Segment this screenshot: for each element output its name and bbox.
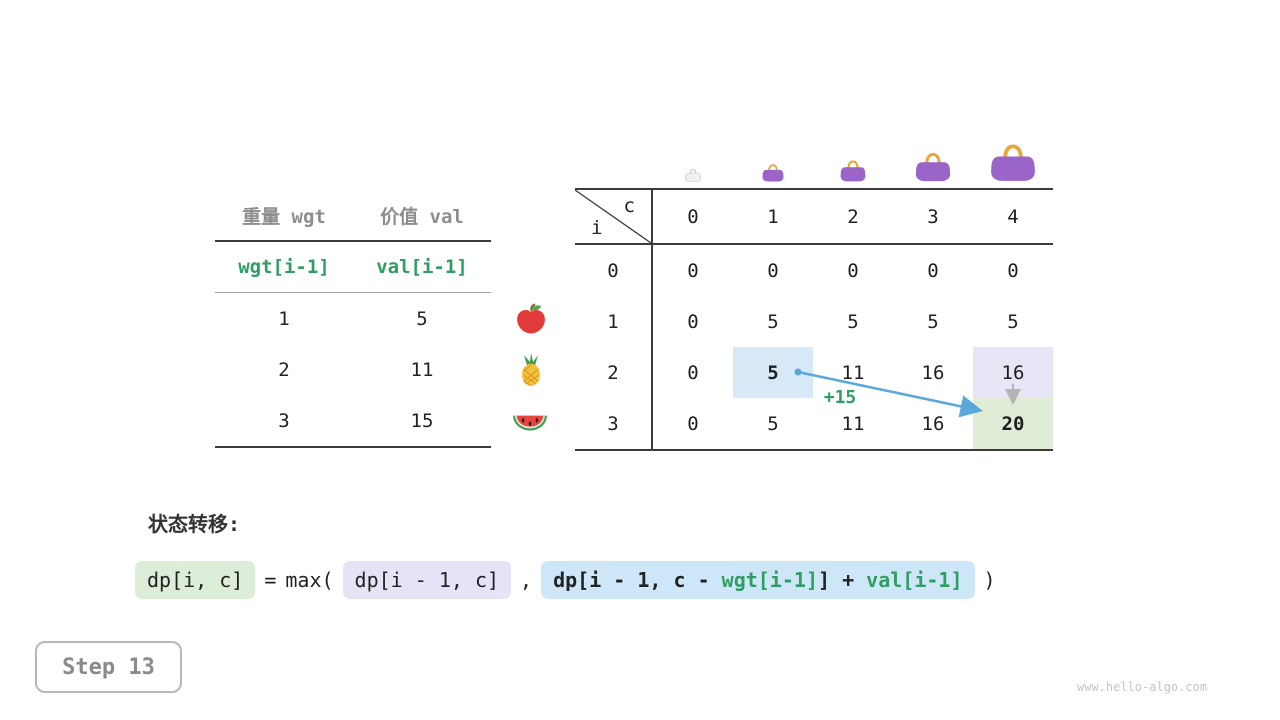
bag-capacity-2-icon (840, 159, 866, 182)
dp-col-header-3: 3 (927, 205, 939, 228)
item-3-weight: 3 (278, 409, 290, 432)
dp-row-header-0: 0 (575, 245, 653, 296)
formula-equals: = (264, 568, 277, 592)
dp-cell-i2-c3: 16 (921, 361, 945, 384)
items-var-wgt: wgt[i-1] (238, 256, 330, 278)
dp-row-i3: 3 0 5 11 16 20 (575, 398, 1053, 449)
apple-icon (514, 302, 548, 336)
item-1-value: 5 (416, 307, 428, 330)
formula-max-open: max( (285, 568, 334, 592)
formula-arg2-wgt: wgt[i-1] (721, 568, 818, 592)
dp-col-header-1: 1 (767, 205, 779, 228)
formula-arg2-val: val[i-1] (866, 568, 963, 592)
item-2-weight: 2 (278, 358, 290, 381)
item-2-value: 11 (410, 358, 434, 381)
dp-cell-i1-c2: 5 (847, 310, 859, 333)
bag-capacity-4-icon (990, 142, 1036, 182)
corner-col-var: c (623, 195, 635, 217)
dp-cell-i1-c1: 5 (767, 310, 779, 333)
items-var-val: val[i-1] (376, 256, 468, 278)
bag-capacity-1-icon (762, 163, 784, 182)
dp-cell-i3-c3: 16 (921, 412, 945, 435)
state-transition-label: 状态转移: (148, 512, 241, 536)
dp-cell-i3-c1: 5 (767, 412, 779, 435)
items-row-1: 1 5 (215, 293, 491, 344)
dp-cell-i0-c2: 0 (847, 259, 859, 282)
dp-cell-i2-c1-source: 5 (733, 347, 813, 398)
formula-arg2: dp[i - 1, c - wgt[i-1]] + val[i-1] (541, 561, 975, 599)
items-table-header-row: 重量 wgt 价值 val (215, 190, 491, 242)
formula-arg2-prefix: dp[i - 1, c - (553, 568, 722, 592)
dp-cell-i2-c4-prev: 16 (973, 347, 1053, 398)
dp-cell-i1-c0: 0 (687, 310, 699, 333)
dp-cell-i3-c0: 0 (687, 412, 699, 435)
transition-gain-label: +15 (823, 387, 857, 408)
items-row-2: 2 11 (215, 344, 491, 395)
item-1-weight: 1 (278, 307, 290, 330)
items-table-var-row: wgt[i-1] val[i-1] (215, 242, 491, 293)
dp-cell-i3-c2: 11 (841, 412, 865, 435)
formula-arg2-mid: ] + (818, 568, 867, 592)
dp-corner-cell: c i (575, 190, 653, 243)
dp-cell-i0-c0: 0 (687, 259, 699, 282)
bag-capacity-0-icon (685, 168, 701, 182)
corner-diagonal-line (575, 190, 651, 243)
formula-lhs: dp[i, c] (135, 561, 256, 599)
item-3-value: 15 (410, 409, 434, 432)
step-badge: Step 13 (35, 641, 182, 693)
dp-col-header-4: 4 (1007, 205, 1019, 228)
dp-cell-i3-c4-current: 20 (973, 398, 1053, 449)
dp-cell-i0-c1: 0 (767, 259, 779, 282)
pineapple-icon (514, 353, 548, 387)
dp-row-i1: 1 0 5 5 5 5 (575, 296, 1053, 347)
items-table: 重量 wgt 价值 val wgt[i-1] val[i-1] 1 5 2 11… (215, 190, 491, 448)
dp-col-header-2: 2 (847, 205, 859, 228)
watermark: www.hello-algo.com (1077, 680, 1208, 694)
items-row-3: 3 15 (215, 395, 491, 446)
dp-cell-i1-c4: 5 (1007, 310, 1019, 333)
dp-row-header-2: 2 (575, 347, 653, 398)
dp-row-i0: 0 0 0 0 0 0 (575, 245, 1053, 296)
items-col-header-weight: 重量 wgt (242, 205, 326, 228)
dp-cell-i0-c3: 0 (927, 259, 939, 282)
dp-col-header-0: 0 (687, 205, 699, 228)
dp-row-header-3: 3 (575, 398, 653, 449)
formula-comma: , (520, 568, 533, 592)
state-transition-formula: dp[i, c] = max( dp[i - 1, c] , dp[i - 1,… (135, 558, 996, 602)
items-col-header-value: 价值 val (380, 205, 464, 228)
corner-row-var: i (591, 217, 603, 239)
dp-cell-i1-c3: 5 (927, 310, 939, 333)
dp-cell-i2-c0: 0 (687, 361, 699, 384)
watermelon-icon (512, 406, 547, 440)
dp-row-header-1: 1 (575, 296, 653, 347)
bag-capacity-3-icon (915, 151, 951, 182)
formula-arg1: dp[i - 1, c] (342, 561, 512, 599)
dp-header-row: c i 0 1 2 3 4 (575, 190, 1053, 245)
dp-cell-i0-c4: 0 (1007, 259, 1019, 282)
formula-close-paren: ) (983, 568, 996, 592)
dp-table: c i 0 1 2 3 4 0 0 0 0 0 0 1 0 5 5 5 5 2 … (575, 188, 1053, 451)
